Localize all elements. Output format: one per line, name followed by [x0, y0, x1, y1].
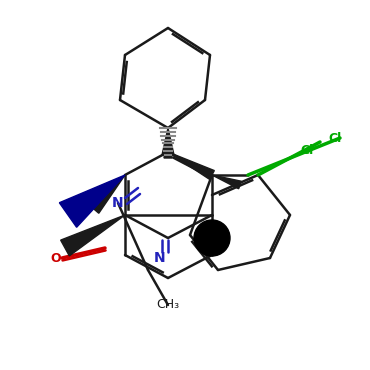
Text: N: N	[154, 251, 166, 265]
Text: O: O	[51, 252, 61, 265]
Circle shape	[194, 220, 230, 256]
Polygon shape	[162, 128, 174, 155]
Polygon shape	[168, 152, 214, 179]
Text: Cl: Cl	[328, 131, 341, 145]
Polygon shape	[61, 215, 125, 256]
Polygon shape	[91, 175, 125, 213]
Polygon shape	[164, 128, 172, 158]
Text: N: N	[112, 196, 124, 210]
Polygon shape	[212, 175, 241, 189]
Text: CH₃: CH₃	[157, 299, 179, 312]
Text: Cl: Cl	[300, 144, 314, 157]
Polygon shape	[59, 175, 125, 227]
